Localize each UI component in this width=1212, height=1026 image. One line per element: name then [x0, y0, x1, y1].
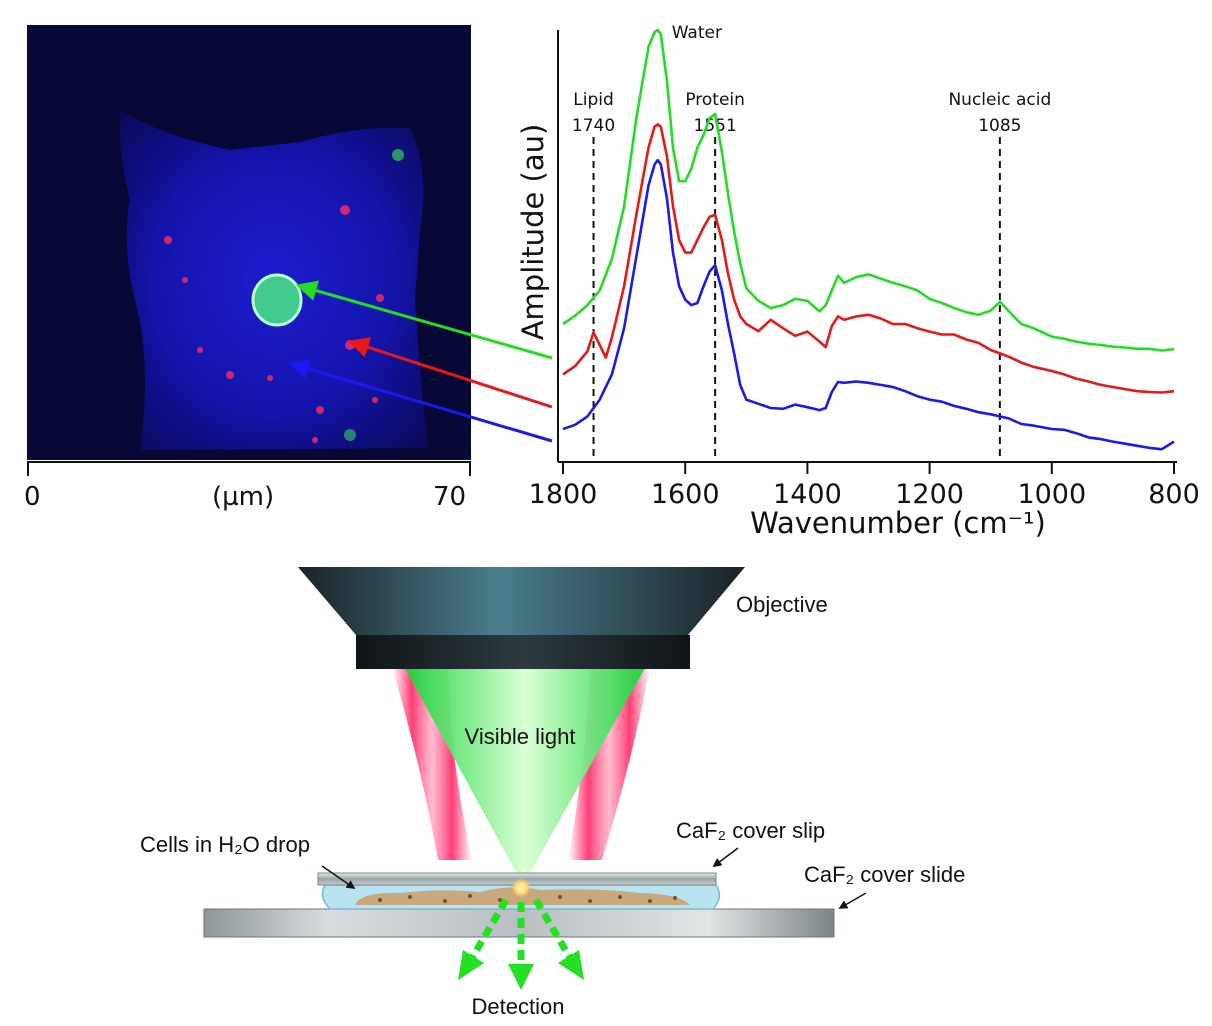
x-tick-label: 1400 [773, 479, 842, 510]
spectrum-series-line [562, 123, 1175, 394]
cells-label: Cells in H₂O drop [140, 832, 310, 857]
scale-unit-label: (µm) [212, 482, 274, 512]
series-group [562, 28, 1175, 451]
detection-label: Detection [472, 994, 565, 1019]
microscope-image: 0 (µm) 70 [24, 25, 471, 512]
annotation-label: Water [672, 23, 722, 43]
cell-dots [378, 894, 677, 903]
annotation-label: Lipid [573, 90, 614, 110]
objective [298, 567, 745, 669]
x-axis-title: Wavenumber (cm⁻¹) [750, 506, 1046, 540]
spectrum-series-line [562, 158, 1175, 451]
visible-light-beam [405, 668, 645, 885]
nucleus [251, 273, 303, 327]
visible-light-label: Visible light [465, 724, 576, 749]
detection-arrowheads [458, 950, 584, 990]
annotation-label: Nucleic acid [948, 90, 1051, 110]
focal-spot [511, 878, 531, 898]
objective-label: Objective [736, 592, 828, 617]
cover-slide-label: CaF₂ cover slide [804, 862, 965, 887]
spectra-chart: 1800 1600 1400 1200 1000 800 Water Lipid 1740 Pr… [287, 23, 1200, 540]
green-spots [344, 149, 404, 441]
x-tick-label: 1000 [1017, 479, 1086, 510]
x-tick-label: 800 [1148, 479, 1200, 510]
detection-arrows [468, 898, 574, 966]
cover-slip-pointer [712, 847, 739, 868]
x-tick-label: 1600 [651, 479, 720, 510]
green-arrow [295, 280, 553, 360]
blue-arrow [287, 358, 553, 443]
spectrum-series-line [562, 28, 1175, 352]
annotation-value-label: 1740 [572, 116, 615, 136]
x-ticks: 1800 1600 1400 1200 1000 800 [529, 462, 1200, 510]
setup-diagram: Visible light Objective D [140, 567, 965, 1019]
cover-slide-pointer [838, 892, 867, 909]
cells-pointer [321, 865, 356, 890]
y-axis-title: Amplitude (au) [516, 124, 550, 341]
cover-slip-label: CaF₂ cover slip [676, 818, 825, 843]
x-tick-label: 1200 [895, 479, 964, 510]
annotation-value-label: 1085 [978, 116, 1021, 136]
scale-start-label: 0 [24, 482, 41, 512]
scale-end-label: 70 [433, 482, 466, 512]
annotation-label: Protein [685, 90, 745, 110]
red-arrow [348, 337, 553, 409]
x-tick-label: 1800 [529, 479, 598, 510]
